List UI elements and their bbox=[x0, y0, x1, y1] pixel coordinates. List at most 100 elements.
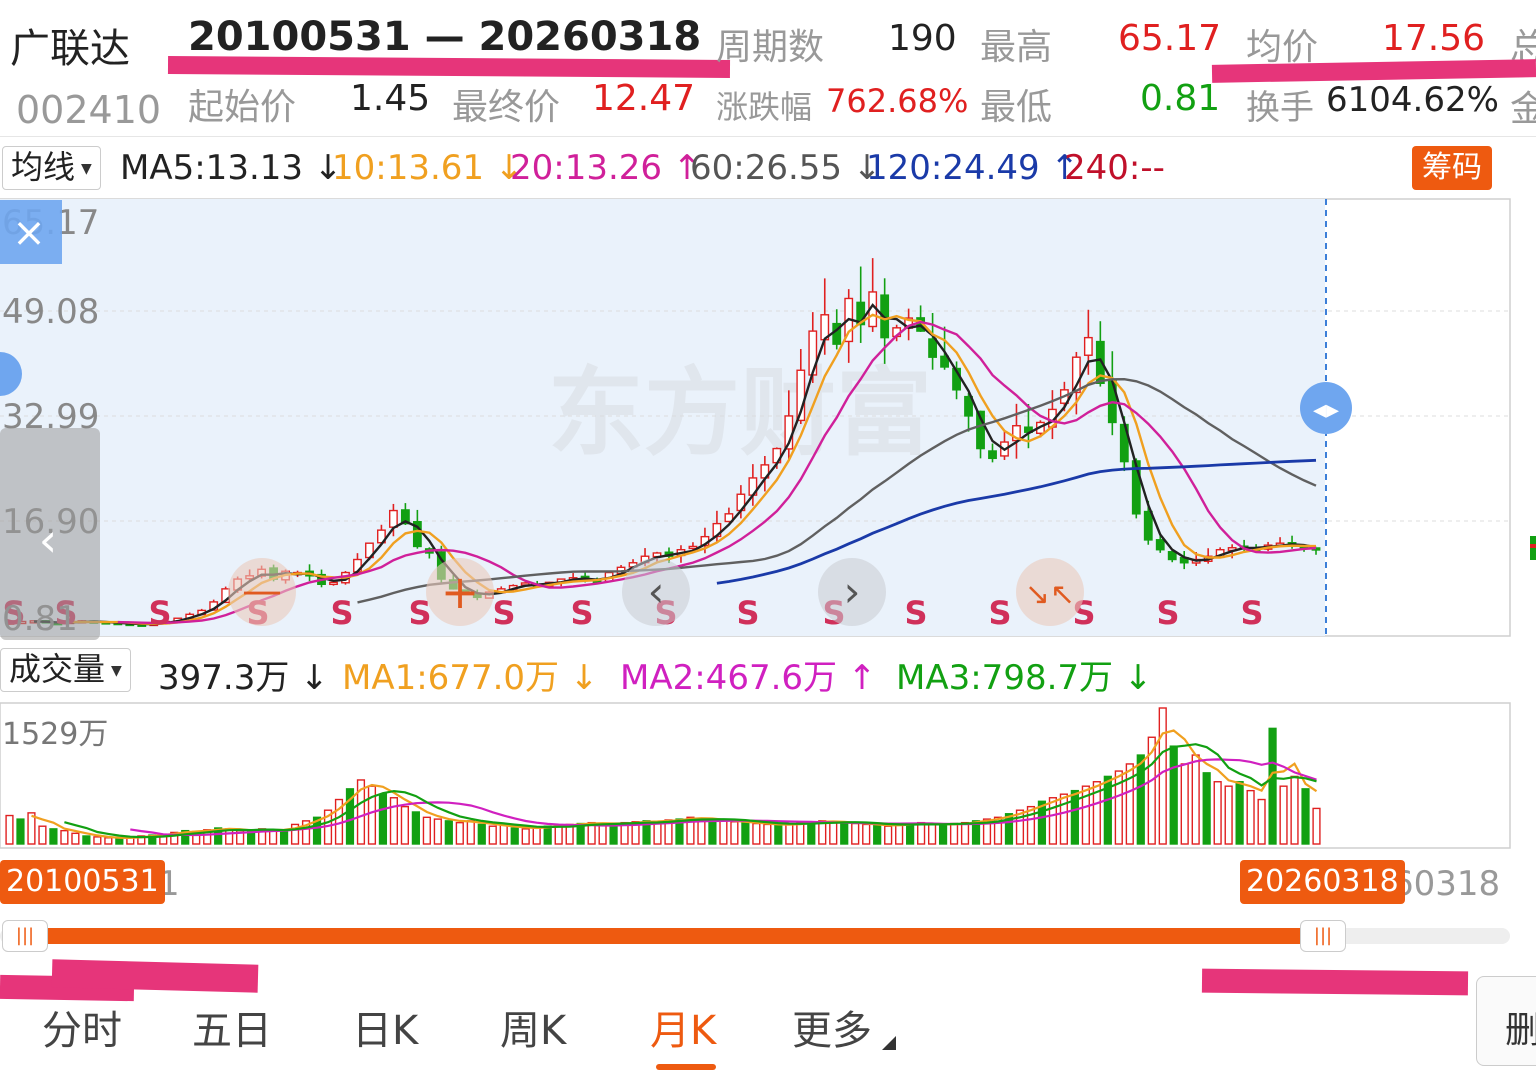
candle-body bbox=[1143, 510, 1153, 541]
watermark: 东方财富 bbox=[548, 360, 932, 467]
candle-body bbox=[388, 509, 398, 528]
tab-more[interactable]: 更多 bbox=[792, 1008, 872, 1054]
volume-bar bbox=[455, 821, 464, 845]
volume-bar bbox=[1004, 813, 1014, 845]
volume-bar bbox=[521, 828, 530, 845]
candle-body bbox=[400, 509, 410, 525]
dropdown-arrow-icon: ▼ bbox=[111, 663, 122, 679]
volume-bar bbox=[301, 820, 311, 845]
tab-intraday[interactable]: 分时 bbox=[42, 1008, 122, 1054]
volume-bar bbox=[730, 821, 739, 845]
highlight-mark bbox=[167, 56, 731, 78]
tab-monthly-k[interactable]: 月K bbox=[650, 1008, 717, 1054]
volume-bar bbox=[1257, 798, 1266, 845]
ma120-readout: 120:24.49 ↑ bbox=[866, 148, 1079, 188]
volume-bar bbox=[1015, 809, 1025, 845]
close-button[interactable] bbox=[0, 200, 62, 264]
volume-chart[interactable]: 1529万 bbox=[0, 702, 1536, 850]
turnover-label: 换手 bbox=[1246, 88, 1314, 128]
pan-left-button[interactable] bbox=[622, 558, 690, 626]
candle-body bbox=[1155, 539, 1165, 551]
tab-weekly-k[interactable]: 周K bbox=[500, 1008, 567, 1054]
volume-bar bbox=[971, 820, 981, 845]
volume-bar bbox=[27, 812, 36, 845]
stock-name: 广联达 bbox=[10, 26, 130, 72]
volume-bar bbox=[1224, 785, 1233, 845]
plus-icon: + bbox=[441, 565, 480, 619]
volume-bar bbox=[895, 823, 904, 845]
candlestick-chart[interactable]: 东方财富 SSSSSSSSSSSSSSSS 65.1749.0832.9916.… bbox=[0, 196, 1536, 640]
start-price-label: 起始价 bbox=[188, 87, 297, 128]
vol-ma3-line bbox=[64, 743, 1317, 839]
volume-bar bbox=[1026, 805, 1036, 845]
volume-bar bbox=[49, 828, 58, 845]
volume-readout: 397.3万 ↓ bbox=[158, 658, 329, 698]
slider-selected-range bbox=[22, 928, 1322, 944]
vol-ma2-line bbox=[130, 758, 1317, 837]
dropdown-arrow-icon: ▼ bbox=[81, 161, 92, 177]
signal-marker: S bbox=[570, 594, 593, 632]
y-tick-label: 49.08 bbox=[2, 292, 99, 332]
volume-bar bbox=[93, 836, 102, 845]
ma240-readout: 240:-- bbox=[1064, 148, 1165, 188]
volume-bar bbox=[807, 821, 816, 845]
volume-bar bbox=[115, 837, 124, 845]
volume-bar bbox=[938, 824, 948, 845]
signal-marker: S bbox=[148, 594, 171, 632]
tab-daily-k[interactable]: 日K bbox=[352, 1008, 419, 1054]
volume-bar bbox=[279, 829, 289, 845]
tab-five-day[interactable]: 五日 bbox=[192, 1008, 272, 1054]
zoom-out-button[interactable] bbox=[228, 558, 296, 626]
signal-marker: S bbox=[408, 594, 431, 632]
crosshair-drag-handle[interactable] bbox=[1300, 382, 1352, 434]
volume-bar bbox=[1312, 807, 1321, 845]
volume-bar bbox=[137, 835, 146, 845]
right-edge-button[interactable]: 删 bbox=[1476, 976, 1536, 1066]
candle-body bbox=[724, 513, 734, 523]
signal-marker: S bbox=[1156, 594, 1179, 632]
candle-body bbox=[329, 581, 338, 586]
collapse-icon: ↘↖ bbox=[1025, 577, 1075, 612]
volume-bar bbox=[543, 825, 552, 845]
scroll-left-handle[interactable] bbox=[0, 352, 22, 396]
volume-bar bbox=[1081, 785, 1090, 845]
volume-selector[interactable]: 成交量 ▼ bbox=[0, 648, 131, 692]
volume-bar bbox=[345, 788, 355, 845]
volume-bar bbox=[982, 818, 992, 845]
volume-bar bbox=[532, 826, 541, 845]
candle-body bbox=[976, 410, 985, 450]
start-date-tag: 20100531 bbox=[0, 860, 165, 904]
candle-body bbox=[1167, 551, 1177, 561]
chip-distribution-button[interactable]: 筹码 bbox=[1412, 146, 1492, 190]
volume-bar bbox=[488, 825, 497, 845]
period-label: 周期数 bbox=[716, 27, 825, 68]
slider-start-handle[interactable]: ||| bbox=[2, 920, 48, 952]
candle-body bbox=[856, 301, 866, 326]
volume-bar bbox=[290, 823, 300, 845]
candle-body bbox=[1083, 336, 1093, 356]
end-date-tag: 20260318 bbox=[1240, 860, 1405, 904]
chevron-left-icon: ‹ bbox=[648, 567, 665, 616]
candle-body bbox=[928, 338, 938, 358]
volume-bar bbox=[312, 816, 322, 845]
signal-marker: S bbox=[736, 594, 759, 632]
volume-bar bbox=[1191, 754, 1200, 845]
volume-bar bbox=[71, 832, 80, 845]
volume-bar bbox=[554, 824, 563, 845]
candle-body bbox=[1131, 460, 1141, 515]
collapse-button[interactable] bbox=[1016, 558, 1084, 626]
signal-marker: S bbox=[492, 594, 515, 632]
avg-label: 均价 bbox=[1246, 27, 1319, 68]
volume-bar bbox=[873, 824, 882, 845]
high-value: 65.17 bbox=[1118, 18, 1222, 59]
slider-end-handle[interactable]: ||| bbox=[1300, 920, 1346, 952]
ma-selector[interactable]: 均线 ▼ bbox=[2, 146, 101, 190]
pan-right-button[interactable] bbox=[818, 558, 886, 626]
candle-body bbox=[1095, 340, 1105, 385]
zoom-in-button[interactable] bbox=[426, 558, 494, 626]
end-date-overflow: 60318 bbox=[1392, 864, 1501, 904]
prev-overlay[interactable] bbox=[0, 428, 100, 640]
signal-marker: S bbox=[330, 594, 353, 632]
end-price-label: 最终价 bbox=[452, 87, 561, 128]
low-label: 最低 bbox=[980, 87, 1053, 128]
